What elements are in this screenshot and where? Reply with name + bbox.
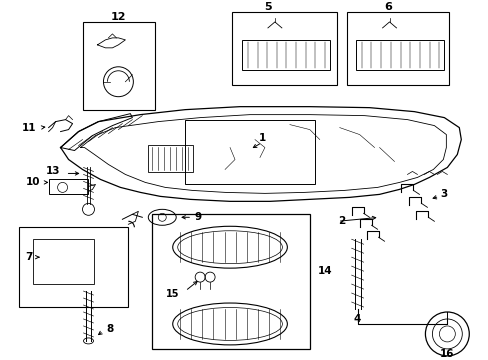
Text: 3: 3 [440, 189, 447, 199]
Text: 4: 4 [353, 314, 361, 324]
Text: 7: 7 [25, 252, 32, 262]
Bar [152, 214, 309, 349]
Text: 12: 12 [110, 12, 126, 22]
Text: 10: 10 [25, 177, 40, 188]
Text: 6: 6 [384, 2, 392, 12]
Text: 2: 2 [337, 216, 345, 226]
Text: 9: 9 [194, 212, 201, 222]
Text: 8: 8 [106, 324, 114, 334]
Bar [185, 120, 314, 184]
Text: 14: 14 [317, 266, 332, 276]
Text: 16: 16 [439, 349, 454, 359]
Bar [148, 144, 193, 172]
Bar [82, 22, 155, 110]
Text: 11: 11 [21, 123, 36, 132]
Text: 5: 5 [264, 2, 271, 12]
Text: 15: 15 [165, 289, 179, 299]
Bar [346, 12, 448, 85]
Text: 1: 1 [258, 132, 265, 143]
Bar [232, 12, 336, 85]
Bar [33, 239, 94, 284]
Text: 13: 13 [45, 166, 60, 176]
